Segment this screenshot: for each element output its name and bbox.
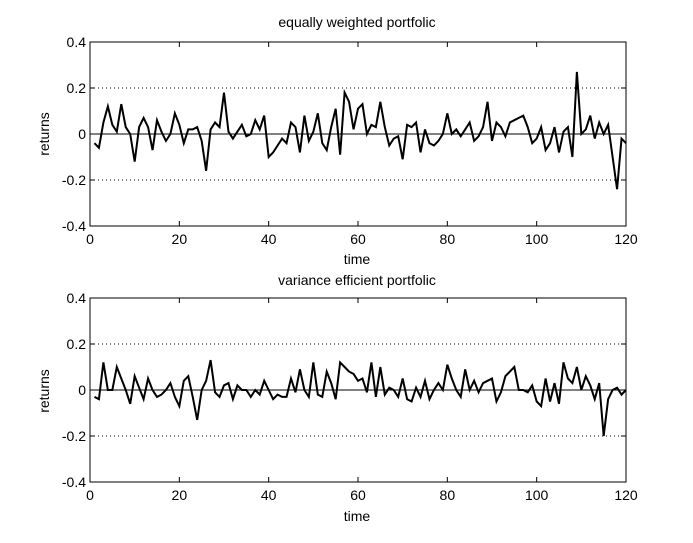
series-line [93, 71, 627, 190]
y-tick-label: -0.2 [62, 172, 86, 188]
x-tick-label: 100 [525, 487, 549, 503]
plot-title: equally weighted portfolic [278, 14, 435, 30]
grid-lines [90, 343, 626, 437]
x-tick-label: 20 [172, 487, 188, 503]
plot-frame [89, 297, 627, 483]
plot-frame [89, 41, 627, 227]
x-tick-label: 60 [350, 231, 366, 247]
x-axis-title: time [344, 251, 371, 267]
tick-labels: 0 20 40 60 80 100 120 -0.4 -0.2 0 0.2 0.4 [62, 290, 638, 503]
y-axis-title: returns [36, 112, 52, 156]
x-axis-title: time [344, 508, 371, 524]
series-line [94, 359, 627, 437]
x-tick-label: 60 [350, 487, 366, 503]
y-tick-label: 0.4 [67, 34, 87, 50]
x-tick-label: 40 [261, 487, 277, 503]
y-tick-label: 0 [78, 382, 86, 398]
x-tick-label: 80 [440, 487, 456, 503]
y-tick-label: 0 [78, 126, 86, 142]
y-tick-label: -0.4 [62, 218, 86, 234]
y-tick-label: -0.4 [62, 474, 86, 490]
x-tick-label: 20 [172, 231, 188, 247]
x-tick-label: 0 [86, 231, 94, 247]
plot-variance-efficient: variance efficient portfolic returns tim… [36, 272, 638, 524]
x-tick-label: 120 [614, 487, 638, 503]
y-axis-title: returns [36, 369, 52, 413]
x-tick-label: 0 [86, 487, 94, 503]
plot-equally-weighted: equally weighted portfolic returns time … [36, 14, 638, 267]
tick-labels: 0 20 40 60 80 100 120 -0.4 -0.2 0 0.2 0.4 [62, 34, 638, 247]
x-tick-label: 120 [614, 231, 638, 247]
plot-title: variance efficient portfolic [278, 272, 436, 288]
y-tick-label: -0.2 [62, 428, 86, 444]
x-tick-label: 100 [525, 231, 549, 247]
x-tick-label: 40 [261, 231, 277, 247]
x-tick-label: 80 [440, 231, 456, 247]
grid-lines [90, 87, 626, 181]
y-tick-label: 0.2 [67, 80, 87, 96]
y-tick-label: 0.4 [67, 290, 87, 306]
y-tick-label: 0.2 [67, 336, 87, 352]
